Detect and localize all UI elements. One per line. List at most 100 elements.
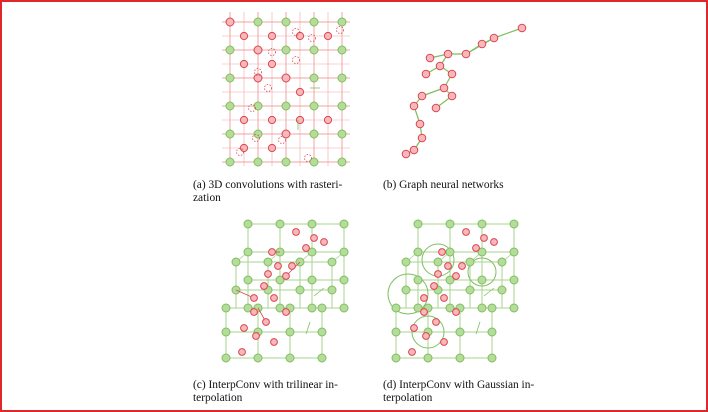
graph-node bbox=[417, 133, 427, 143]
grid-diagram-a bbox=[222, 12, 350, 167]
grid-node bbox=[307, 275, 317, 285]
point-node bbox=[250, 294, 258, 302]
caption-b: (b) Graph neural networks bbox=[383, 179, 504, 192]
grid-node bbox=[401, 257, 411, 267]
grid-node bbox=[455, 353, 465, 363]
point-node bbox=[264, 270, 272, 278]
point-node bbox=[490, 238, 498, 246]
graph-node bbox=[439, 83, 449, 93]
grid-node bbox=[391, 327, 401, 337]
grid-node bbox=[339, 275, 349, 285]
point-node bbox=[472, 244, 480, 252]
grid-node bbox=[337, 17, 347, 27]
grid-node bbox=[477, 247, 487, 257]
graph-node bbox=[415, 119, 425, 129]
graph-node bbox=[461, 49, 471, 59]
grid-node bbox=[275, 275, 285, 285]
caption-c-line-2: terpolation bbox=[193, 392, 243, 404]
grid-node bbox=[337, 73, 347, 83]
point-node bbox=[292, 228, 300, 236]
point-node bbox=[323, 31, 333, 41]
graph-edge bbox=[493, 27, 523, 39]
arrow-mark bbox=[305, 321, 311, 335]
point-node bbox=[282, 308, 290, 316]
grid-node bbox=[445, 303, 455, 313]
grid-node bbox=[309, 101, 319, 111]
graph-node bbox=[517, 23, 527, 33]
point-node bbox=[267, 31, 277, 41]
grid-node bbox=[253, 129, 263, 139]
rasterized-point bbox=[336, 26, 344, 34]
grid-node bbox=[281, 17, 291, 27]
arrow-mark bbox=[475, 321, 481, 335]
graph-node bbox=[401, 149, 411, 159]
rasterized-point bbox=[308, 34, 316, 42]
graph-node bbox=[417, 91, 427, 101]
graph-node bbox=[431, 103, 441, 113]
grid-node bbox=[339, 303, 349, 313]
grid-node bbox=[337, 101, 347, 111]
graph-node bbox=[425, 53, 435, 63]
point-node bbox=[430, 282, 438, 290]
grid-node bbox=[221, 303, 231, 313]
point-node bbox=[270, 294, 278, 302]
arrow-mark bbox=[483, 287, 495, 297]
panel-d bbox=[384, 212, 534, 372]
point-node bbox=[462, 228, 470, 236]
graph-node bbox=[477, 39, 487, 49]
rasterized-point bbox=[278, 136, 286, 144]
panel-b bbox=[396, 20, 527, 160]
grid-node bbox=[317, 303, 327, 313]
grid-node bbox=[281, 45, 291, 55]
gaussian-kernel-circle bbox=[467, 257, 497, 287]
grid-node bbox=[309, 17, 319, 27]
rasterized-point bbox=[292, 56, 300, 64]
grid-node bbox=[391, 303, 401, 313]
graph-node bbox=[435, 61, 445, 71]
grid-node bbox=[509, 303, 519, 313]
graph-diagram-b bbox=[401, 23, 527, 159]
rasterized-point bbox=[248, 104, 256, 112]
grid-node bbox=[487, 353, 497, 363]
rasterized-point bbox=[236, 148, 244, 156]
grid-node bbox=[497, 285, 507, 295]
grid-node bbox=[281, 157, 291, 167]
grid-node bbox=[309, 157, 319, 167]
grid-node bbox=[327, 257, 337, 267]
grid-node bbox=[309, 45, 319, 55]
point-node bbox=[225, 17, 235, 27]
panel-c bbox=[214, 212, 364, 372]
graph-node bbox=[447, 69, 457, 79]
grid-node bbox=[401, 285, 411, 295]
point-node bbox=[239, 59, 249, 69]
grid-node bbox=[413, 247, 423, 257]
grid-node bbox=[465, 285, 475, 295]
grid-node bbox=[281, 101, 291, 111]
point-node bbox=[270, 338, 278, 346]
grid-node bbox=[445, 219, 455, 229]
grid-node bbox=[225, 129, 235, 139]
grid-node bbox=[307, 247, 317, 257]
graph-node bbox=[489, 33, 499, 43]
caption-c-line-1: (c) InterpConv with trilinear in- bbox=[193, 379, 338, 391]
point-node bbox=[440, 338, 448, 346]
grid-node bbox=[225, 45, 235, 55]
grid-node bbox=[477, 219, 487, 229]
point-node bbox=[302, 244, 310, 252]
grid-node bbox=[413, 303, 423, 313]
grid-node bbox=[413, 275, 423, 285]
gaussian-kernel-circle bbox=[411, 315, 445, 349]
grid-node bbox=[243, 247, 253, 257]
grid-node bbox=[253, 101, 263, 111]
grid-node bbox=[337, 157, 347, 167]
grid-node bbox=[285, 327, 295, 337]
rasterized-point bbox=[254, 68, 262, 76]
point-node bbox=[281, 73, 291, 83]
point-node bbox=[434, 270, 442, 278]
grid-node bbox=[327, 285, 337, 295]
rasterized-point bbox=[264, 84, 272, 92]
grid-node bbox=[317, 353, 327, 363]
arrow-mark bbox=[313, 287, 325, 297]
grid-node bbox=[263, 257, 273, 267]
